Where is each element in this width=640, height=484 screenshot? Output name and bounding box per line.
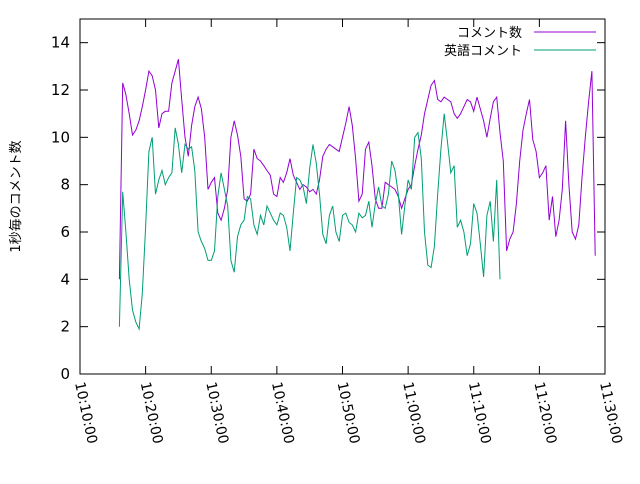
y-tick-label: 10 xyxy=(51,128,70,146)
y-tick-label: 4 xyxy=(60,270,70,288)
y-axis-label: 1秒毎のコメント数 xyxy=(8,140,24,252)
y-tick-label: 14 xyxy=(51,34,70,52)
series-line-1 xyxy=(118,59,596,280)
x-tick-label: 10:10:00 xyxy=(71,381,100,446)
legend-label: コメント数 xyxy=(457,26,522,41)
x-tick-label: 10:50:00 xyxy=(334,381,363,446)
x-tick-label: 11:10:00 xyxy=(465,381,494,446)
x-tick-label: 10:40:00 xyxy=(268,381,297,446)
x-tick-label: 10:20:00 xyxy=(137,381,166,446)
y-tick-label: 6 xyxy=(60,223,70,241)
series-line-2 xyxy=(118,113,501,331)
y-tick-label: 0 xyxy=(60,365,70,383)
plot-frame xyxy=(79,18,606,375)
y-axis: 0 2 4 6 8 10 12 14 xyxy=(51,34,605,383)
y-tick-label: 12 xyxy=(51,81,70,99)
y-tick-label: 2 xyxy=(60,318,70,336)
legend-label: 英語コメント xyxy=(444,43,522,59)
series-layer xyxy=(118,59,596,331)
x-tick-label: 11:30:00 xyxy=(596,381,625,446)
x-tick-label: 10:30:00 xyxy=(202,381,231,446)
x-tick-label: 11:20:00 xyxy=(530,381,559,446)
x-tick-label: 11:00:00 xyxy=(399,381,428,446)
y-tick-label: 8 xyxy=(60,176,70,194)
